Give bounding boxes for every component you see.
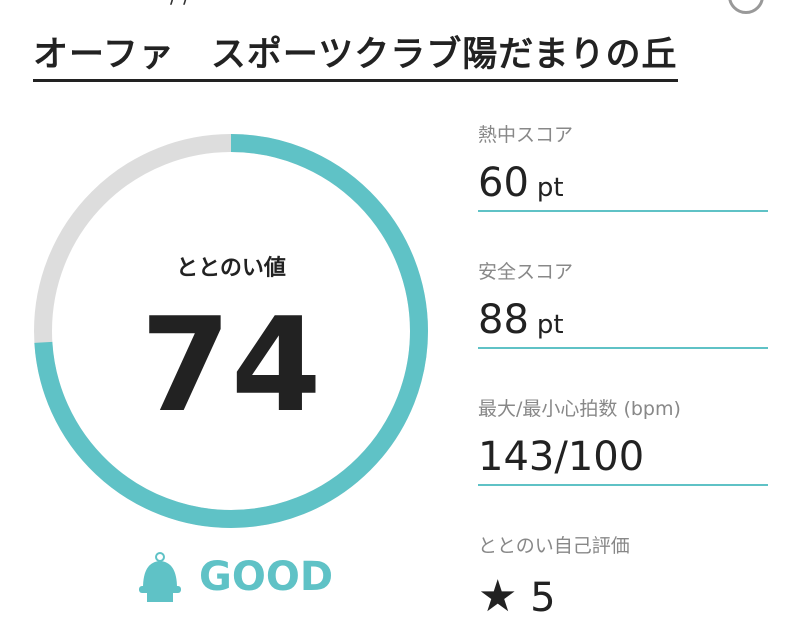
stat-self-rating: ととのい自己評価 ★ 5 bbox=[478, 531, 768, 622]
stat-safety-score: 安全スコア 88 pt bbox=[478, 257, 768, 349]
stat-heart-rate: 最大/最小心拍数 (bpm) 143/100 bbox=[478, 394, 768, 486]
gauge-progress bbox=[34, 134, 428, 528]
stat-label: 熱中スコア bbox=[478, 124, 574, 146]
page-title: オーファ スポーツクラブ陽だまりの丘 bbox=[33, 26, 678, 82]
stat-label: 最大/最小心拍数 (bpm) bbox=[478, 398, 681, 420]
circle-icon[interactable] bbox=[728, 0, 764, 14]
stat-label: ととのい自己評価 bbox=[478, 535, 630, 557]
stat-value: 143/100 bbox=[478, 434, 645, 480]
stat-unit: pt bbox=[536, 173, 564, 203]
gauge-ring bbox=[34, 134, 428, 528]
stat-value: 88 bbox=[478, 297, 529, 343]
status: GOOD bbox=[135, 552, 333, 602]
partial-header-text: / / bbox=[170, 0, 190, 8]
stat-unit: pt bbox=[536, 310, 564, 340]
stat-value: 60 bbox=[478, 160, 529, 206]
sauna-hat-icon bbox=[139, 552, 181, 602]
gauge-label: ととのい値 bbox=[176, 256, 286, 281]
star-icon: ★ bbox=[478, 571, 518, 622]
stat-label: 安全スコア bbox=[478, 261, 574, 283]
status-label: GOOD bbox=[199, 554, 334, 600]
stat-value: 5 bbox=[530, 575, 556, 621]
gauge-value: 74 bbox=[140, 289, 322, 441]
stat-heat-score: 熱中スコア 60 pt bbox=[478, 120, 768, 212]
